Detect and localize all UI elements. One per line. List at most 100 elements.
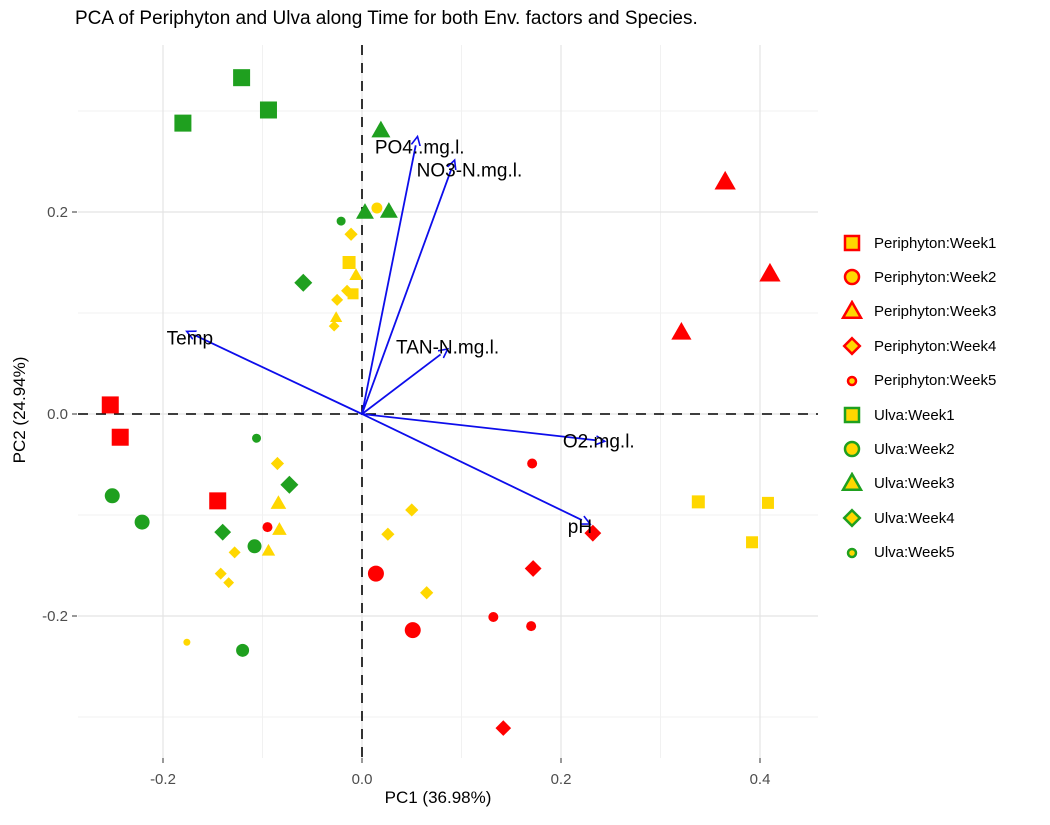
data-point-circle bbox=[843, 269, 861, 286]
data-point-circle bbox=[183, 638, 191, 646]
legend-item-label: Periphyton:Week1 bbox=[874, 234, 997, 252]
data-point-diamond bbox=[524, 560, 542, 577]
data-point-circle bbox=[134, 514, 150, 530]
data-point-triangle bbox=[840, 299, 864, 319]
series-ulva-week4 bbox=[214, 273, 313, 541]
legend-marker-square bbox=[843, 406, 861, 424]
data-point-square bbox=[691, 495, 705, 509]
chart-title: PCA of Periphyton and Ulva along Time fo… bbox=[75, 8, 698, 29]
legend-marker-circle bbox=[846, 375, 858, 386]
data-point-diamond bbox=[294, 273, 313, 292]
legend-marker-triangle bbox=[840, 299, 864, 319]
data-point-circle bbox=[488, 612, 499, 623]
series-periphyton-week2 bbox=[367, 565, 421, 639]
data-point-circle bbox=[336, 216, 346, 226]
series-yellow-week4 bbox=[214, 227, 434, 600]
data-point-triangle bbox=[349, 268, 363, 280]
data-point-circle bbox=[367, 565, 384, 582]
data-point-diamond bbox=[214, 523, 232, 541]
legend-item: Ulva:Week3 bbox=[840, 471, 955, 496]
data-point-triangle bbox=[272, 522, 287, 535]
data-point-square bbox=[111, 428, 129, 446]
data-point-triangle bbox=[261, 543, 276, 556]
legend-item-label: Ulva:Week1 bbox=[874, 406, 955, 424]
data-point-square bbox=[761, 496, 774, 509]
data-point-diamond bbox=[228, 546, 241, 559]
data-point-triangle bbox=[329, 311, 343, 323]
loading-label: NO3-N.mg.l. bbox=[417, 161, 523, 182]
data-point-circle bbox=[526, 621, 537, 632]
data-point-diamond bbox=[223, 577, 235, 589]
legend-item-label: Periphyton:Week5 bbox=[874, 372, 997, 390]
series-yellow-week2 bbox=[371, 202, 383, 214]
y-tick-label: -0.2 bbox=[42, 608, 68, 625]
data-point-square bbox=[746, 536, 759, 549]
data-point-circle bbox=[252, 433, 262, 443]
data-point-circle bbox=[247, 539, 262, 554]
data-point-triangle bbox=[840, 471, 864, 491]
loading-label: TAN-N.mg.l. bbox=[396, 337, 499, 358]
data-point-triangle bbox=[671, 322, 692, 340]
data-point-circle bbox=[846, 375, 858, 386]
x-tick-label: 0.0 bbox=[352, 771, 373, 788]
loading-label: Temp bbox=[167, 328, 213, 349]
x-axis-title: PC1 (36.98%) bbox=[384, 788, 492, 807]
x-tick-label: 0.2 bbox=[551, 771, 572, 788]
series-periphyton-week4 bbox=[495, 524, 602, 736]
legend-item: Periphyton:Week2 bbox=[840, 265, 996, 289]
data-point-circle bbox=[371, 202, 383, 214]
data-point-triangle bbox=[379, 202, 398, 218]
x-tick-label: -0.2 bbox=[150, 771, 176, 788]
series-ulva-week5 bbox=[252, 216, 346, 443]
data-point-triangle bbox=[270, 495, 287, 509]
series-ulva-week1 bbox=[174, 69, 277, 132]
series-periphyton-week5 bbox=[262, 458, 538, 632]
data-point-triangle bbox=[759, 262, 781, 282]
data-point-circle bbox=[236, 643, 250, 657]
data-point-square bbox=[209, 492, 227, 510]
series-yellow-week5 bbox=[183, 638, 191, 646]
y-tick-label: 0.2 bbox=[47, 204, 68, 221]
data-point-diamond bbox=[495, 720, 512, 736]
legend-item-label: Periphyton:Week2 bbox=[874, 268, 997, 286]
legend-item: Ulva:Week4 bbox=[840, 506, 955, 530]
data-point-square bbox=[347, 288, 359, 300]
legend-marker-diamond bbox=[842, 336, 862, 356]
data-point-diamond bbox=[584, 524, 602, 542]
series-periphyton-week3 bbox=[671, 170, 781, 340]
data-point-square bbox=[101, 396, 119, 414]
data-point-diamond bbox=[328, 320, 340, 332]
data-point-diamond bbox=[214, 567, 227, 580]
data-point-square bbox=[259, 101, 277, 119]
data-point-diamond bbox=[331, 293, 344, 306]
data-point-circle bbox=[527, 458, 538, 469]
legend-marker-square bbox=[843, 234, 861, 252]
data-point-diamond bbox=[842, 336, 862, 356]
legend-item: Periphyton:Week5 bbox=[840, 369, 996, 393]
legend-item-label: Ulva:Week4 bbox=[874, 509, 955, 527]
data-point-square bbox=[843, 406, 861, 424]
y-tick-label: 0.0 bbox=[47, 406, 68, 423]
loading-arrow-tan-n-mg-l- bbox=[361, 354, 441, 415]
series-yellow-week3 bbox=[261, 268, 363, 556]
loading-arrow-temp bbox=[195, 335, 363, 415]
data-point-diamond bbox=[280, 475, 299, 494]
legend-item-label: Ulva:Week3 bbox=[874, 475, 955, 493]
x-tick-label: 0.4 bbox=[750, 771, 771, 788]
legend-item: Periphyton:Week4 bbox=[840, 334, 996, 358]
legend-item: Periphyton:Week1 bbox=[840, 231, 996, 255]
data-point-square bbox=[233, 69, 251, 87]
loading-arrow-no3-n-mg-l- bbox=[361, 169, 452, 415]
series-periphyton-week1 bbox=[101, 396, 227, 510]
series-ulva-week3 bbox=[356, 120, 398, 219]
data-point-diamond bbox=[381, 527, 395, 541]
data-point-square bbox=[843, 234, 861, 252]
legend-item-label: Periphyton:Week3 bbox=[874, 303, 997, 321]
data-point-triangle bbox=[371, 120, 391, 138]
legend-item: Ulva:Week1 bbox=[840, 403, 955, 427]
data-point-circle bbox=[404, 622, 421, 639]
loading-arrow-ph bbox=[361, 413, 582, 520]
y-axis-title: PC2 (24.94%) bbox=[10, 356, 29, 464]
loading-label: O2.mg.l. bbox=[563, 431, 635, 452]
